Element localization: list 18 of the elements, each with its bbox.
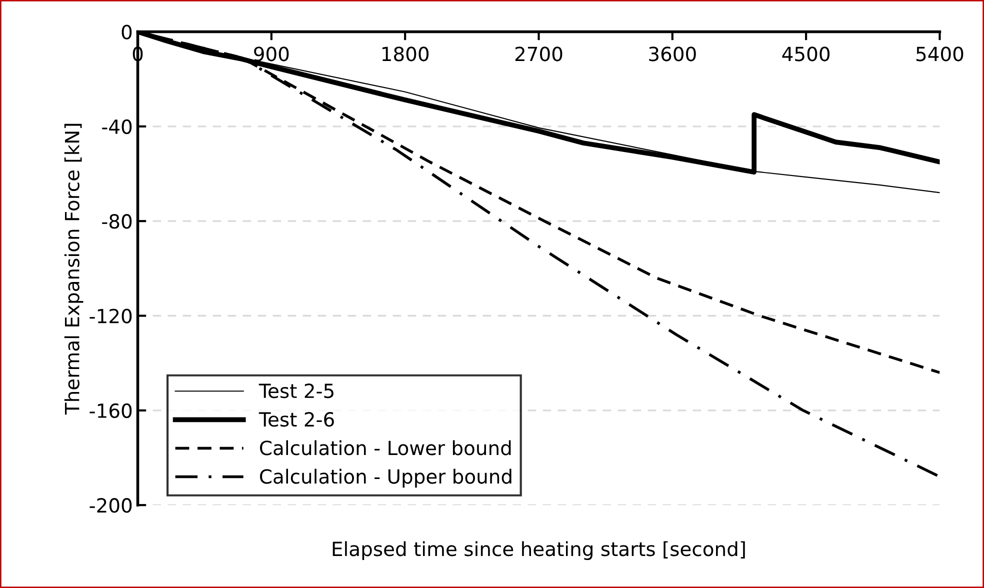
y-tick-label: -160 bbox=[90, 403, 132, 418]
legend-label: Test 2-5 bbox=[258, 383, 334, 398]
x-tick-label: 3600 bbox=[649, 46, 696, 62]
y-tick-label: 0 bbox=[122, 24, 132, 40]
x-tick-label: 1800 bbox=[382, 46, 429, 62]
y-tick-label: -80 bbox=[102, 214, 132, 229]
y-tick-label: -40 bbox=[102, 119, 132, 134]
x-tick-label: 2700 bbox=[515, 46, 562, 62]
y-tick-label: -120 bbox=[90, 308, 132, 324]
x-axis-title: Elapsed time since heating starts [second] bbox=[332, 541, 745, 560]
legend-label: Test 2-6 bbox=[258, 412, 334, 427]
y-tick-label: -200 bbox=[90, 498, 132, 513]
x-tick-label: 5400 bbox=[916, 46, 964, 62]
legend-label: Calculation - Lower bound bbox=[260, 440, 511, 456]
legend-label: Calculation - Upper bound bbox=[260, 468, 512, 488]
y-axis-title: Thermal Expansion Force [kN] bbox=[64, 124, 84, 415]
x-tick-label: 900 bbox=[254, 46, 289, 62]
x-tick-label: 4500 bbox=[782, 46, 830, 62]
